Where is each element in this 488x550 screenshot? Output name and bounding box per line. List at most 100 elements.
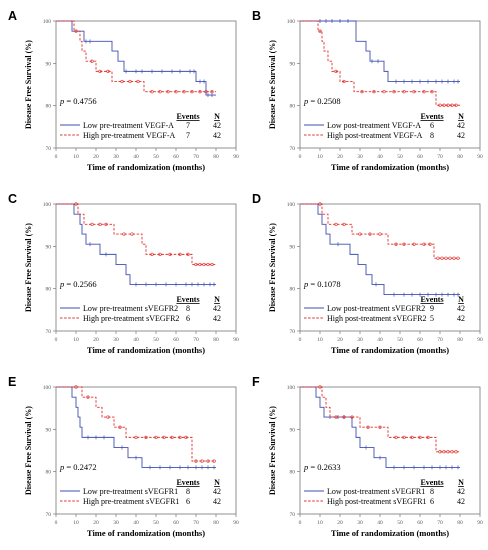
legend-events-header: Events xyxy=(176,478,199,487)
censor-mark xyxy=(200,459,204,463)
x-tick-label: 90 xyxy=(233,154,239,160)
panel-a: A 70 80 90 100 0 10 20 30 40 50 60 70 80 90 Time of ran… xyxy=(8,9,239,172)
x-axis-label: Time of randomization (months) xyxy=(331,345,449,355)
km-curve-high xyxy=(300,386,460,453)
censor-mark xyxy=(186,252,190,256)
p-value: p = 0.1078 xyxy=(303,279,341,289)
censor-mark xyxy=(422,90,426,94)
censor-mark xyxy=(168,252,172,256)
x-tick-label: 70 xyxy=(193,520,199,526)
y-tick-label: 100 xyxy=(43,19,52,25)
legend-series-name: High pre-treatment sVEGFR1 xyxy=(83,497,179,506)
p-value: p = 0.4756 xyxy=(59,96,97,106)
km-curve-low xyxy=(56,386,216,468)
censor-mark xyxy=(128,79,132,84)
y-axis-label: Disease Free Survival (%) xyxy=(24,406,33,495)
legend-n-value: 42 xyxy=(457,121,465,130)
censor-mark xyxy=(202,262,206,267)
km-curve-high xyxy=(56,386,216,462)
censor-mark xyxy=(366,425,370,429)
x-tick-label: 60 xyxy=(173,154,179,160)
censor-mark xyxy=(154,435,158,439)
censor-mark xyxy=(318,202,322,206)
x-axis-label: Time of randomization (months) xyxy=(87,162,205,172)
legend-events-value: 6 xyxy=(430,497,434,506)
legend-series-name: Low pre-treatment sVEGFR2 xyxy=(83,304,178,313)
x-tick-label: 50 xyxy=(153,337,159,343)
y-tick-label: 70 xyxy=(46,146,52,152)
censor-mark xyxy=(412,90,416,94)
legend-series-name: High pre-treatment VEGF-A xyxy=(83,131,175,140)
x-tick-label: 90 xyxy=(477,520,483,526)
x-tick-label: 20 xyxy=(337,337,343,343)
censor-mark xyxy=(446,450,450,454)
x-tick-label: 0 xyxy=(299,154,302,160)
legend-n-value: 42 xyxy=(213,487,221,496)
legend-series-name: Low post-treatment sVEGFR1 xyxy=(327,487,425,496)
panel-f: F 70 80 90 100 0 10 20 30 40 50 60 70 80 90 Time of ran… xyxy=(252,375,483,538)
panel-label: D xyxy=(252,192,261,206)
x-tick-label: 60 xyxy=(417,520,423,526)
x-tick-label: 50 xyxy=(397,520,403,526)
km-curve-low xyxy=(300,203,460,296)
censor-mark xyxy=(90,59,94,63)
x-tick-label: 70 xyxy=(437,337,443,343)
censor-mark xyxy=(418,435,422,439)
plot-frame xyxy=(299,203,481,332)
censor-mark xyxy=(194,459,198,463)
y-tick-label: 90 xyxy=(46,427,52,433)
censor-mark xyxy=(174,90,178,94)
censor-mark xyxy=(210,262,214,267)
censor-mark xyxy=(422,242,426,246)
censor-mark xyxy=(410,435,414,439)
legend-events-value: 8 xyxy=(186,487,190,496)
censor-mark xyxy=(190,90,194,94)
legend-events-value: 6 xyxy=(186,497,190,506)
km-curve-high xyxy=(300,203,460,259)
y-tick-label: 70 xyxy=(290,512,296,518)
x-tick-label: 60 xyxy=(417,337,423,343)
legend-events-header: Events xyxy=(420,112,443,121)
x-tick-label: 20 xyxy=(337,154,343,160)
x-tick-label: 30 xyxy=(113,520,119,526)
p-value: p = 0.2566 xyxy=(59,279,97,289)
x-axis-label: Time of randomization (months) xyxy=(87,345,205,355)
censor-mark xyxy=(402,242,406,246)
legend-n-value: 42 xyxy=(457,131,465,140)
x-tick-label: 0 xyxy=(55,520,58,526)
censor-mark xyxy=(368,232,372,236)
x-tick-label: 0 xyxy=(55,337,58,343)
y-tick-label: 80 xyxy=(290,470,296,476)
censor-mark xyxy=(350,415,354,419)
x-tick-label: 50 xyxy=(397,337,403,343)
censor-mark xyxy=(378,425,382,429)
panel-label: C xyxy=(8,192,17,206)
plot-frame xyxy=(55,203,237,332)
censor-mark xyxy=(166,90,170,94)
x-tick-label: 60 xyxy=(417,154,423,160)
legend-series-name: Low post-treatment VEGF-A xyxy=(327,121,421,130)
y-tick-label: 90 xyxy=(46,244,52,250)
y-tick-label: 80 xyxy=(290,287,296,293)
km-curve-low xyxy=(56,203,216,285)
legend-n-header: N xyxy=(214,112,220,121)
censor-mark xyxy=(118,425,122,429)
censor-mark xyxy=(150,252,154,256)
censor-mark xyxy=(452,256,456,260)
panel-label: B xyxy=(252,9,261,23)
censor-mark xyxy=(450,450,454,454)
censor-mark xyxy=(74,202,78,206)
x-tick-label: 20 xyxy=(93,520,99,526)
y-axis-label: Disease Free Survival (%) xyxy=(24,40,33,129)
censor-mark xyxy=(98,222,102,226)
y-tick-label: 70 xyxy=(46,512,52,518)
censor-mark xyxy=(442,450,446,454)
legend-events-value: 9 xyxy=(430,304,434,313)
censor-mark xyxy=(358,232,362,236)
panel-d: D 70 80 90 100 0 10 20 30 40 50 60 70 80 90 Time of ran… xyxy=(252,192,483,355)
x-tick-label: 0 xyxy=(299,337,302,343)
x-tick-label: 10 xyxy=(73,337,79,343)
panel-label: E xyxy=(8,375,16,389)
legend-n-header: N xyxy=(458,478,464,487)
